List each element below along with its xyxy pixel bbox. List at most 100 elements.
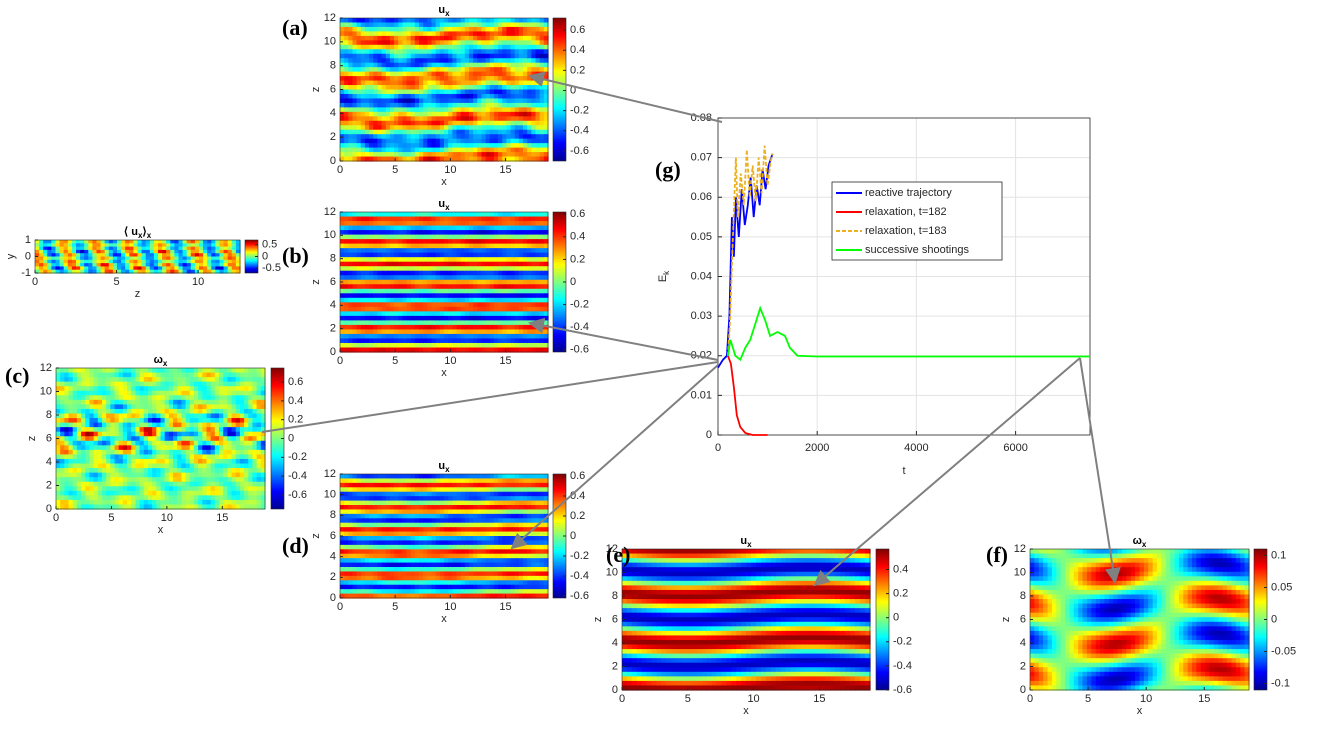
heatmap-cell [85, 382, 90, 387]
heatmap-cell [477, 107, 482, 112]
heatmap-cell [119, 473, 124, 478]
heatmap-cell [456, 244, 461, 249]
heatmap-cell [361, 116, 366, 121]
heatmap-cell [361, 226, 366, 231]
heatmap-cell [64, 404, 69, 409]
heatmap-cell [369, 27, 374, 32]
heatmap-cell [506, 253, 511, 258]
heatmap-cell [481, 112, 486, 117]
heatmap-cell [373, 40, 378, 45]
heatmap-cell [519, 248, 524, 253]
heatmap-cell [423, 103, 428, 108]
heatmap-cell [394, 212, 399, 217]
heatmap-cell [382, 49, 387, 54]
heatmap-cell [411, 298, 416, 303]
heatmap-cell [398, 121, 403, 126]
heatmap-cell [440, 221, 445, 226]
heatmap-cell [473, 275, 478, 280]
heatmap-cell [407, 253, 412, 258]
heatmap-cell [202, 432, 207, 437]
heatmap-cell [173, 454, 178, 459]
heatmap-cell [415, 90, 420, 95]
heatmap-cell [348, 212, 353, 217]
heatmap-cell [432, 212, 437, 217]
heatmap-cell [477, 67, 482, 72]
heatmap-cell [85, 395, 90, 400]
heatmap-cell [440, 230, 445, 235]
heatmap-cell [519, 320, 524, 325]
heatmap-cell [390, 271, 395, 276]
heatmap-cell [106, 445, 111, 450]
heatmap-cell [394, 58, 399, 63]
heatmap-cell [494, 40, 499, 45]
heatmap-cell [340, 334, 345, 339]
heatmap-cell [440, 112, 445, 117]
heatmap-cell [394, 85, 399, 90]
heatmap-cell [536, 293, 541, 298]
heatmap-cell [432, 134, 437, 139]
heatmap-cell [427, 94, 432, 99]
heatmap-cell [402, 36, 407, 41]
heatmap-cell [340, 98, 345, 103]
heatmap-cell [423, 217, 428, 222]
heatmap-cell [198, 491, 203, 496]
heatmap-cell [102, 409, 107, 414]
heatmap-cell [390, 18, 395, 23]
heatmap-cell [415, 320, 420, 325]
heatmap-cell [77, 445, 82, 450]
heatmap-cell [115, 382, 120, 387]
heatmap-cell [394, 253, 399, 258]
heatmap-cell [152, 432, 157, 437]
heatmap-cell [436, 253, 441, 258]
heatmap-cell [156, 377, 161, 382]
heatmap-cell [452, 134, 457, 139]
heatmap-cell [177, 450, 182, 455]
heatmap-cell [369, 235, 374, 240]
heatmap-cell [440, 139, 445, 144]
heatmap-cell [411, 244, 416, 249]
heatmap-cell [131, 436, 136, 441]
heatmap-cell [73, 395, 78, 400]
heatmap-cell [506, 63, 511, 68]
heatmap-cell [56, 486, 61, 491]
heatmap-cell [502, 302, 507, 307]
heatmap-cell [361, 257, 366, 262]
heatmap-cell [215, 368, 220, 373]
heatmap-cell [498, 217, 503, 222]
heatmap-cell [432, 90, 437, 95]
heatmap-cell [477, 58, 482, 63]
heatmap-cell [477, 338, 482, 343]
heatmap-cell [506, 134, 511, 139]
heatmap-cell [407, 271, 412, 276]
heatmap-cell [115, 432, 120, 437]
heatmap-cell [348, 121, 353, 126]
heatmap-cell [106, 386, 111, 391]
heatmap-cell [481, 22, 486, 27]
heatmap-cell [186, 409, 191, 414]
heatmap-cell [85, 454, 90, 459]
heatmap-cell [481, 338, 486, 343]
heatmap-cell [123, 473, 128, 478]
heatmap-cell [423, 338, 428, 343]
heatmap-cell [198, 373, 203, 378]
heatmap-cell [365, 325, 370, 330]
heatmap-cell [94, 404, 99, 409]
heatmap-cell [348, 18, 353, 23]
heatmap-cell [502, 72, 507, 77]
heatmap-cell [373, 298, 378, 303]
heatmap-cell [373, 107, 378, 112]
heatmap-cell [135, 418, 140, 423]
heatmap-cell [452, 334, 457, 339]
heatmap-cell [465, 18, 470, 23]
heatmap-cell [156, 395, 161, 400]
heatmap-cell [415, 298, 420, 303]
heatmap-cell [477, 130, 482, 135]
heatmap-cell [432, 320, 437, 325]
heatmap-cell [519, 334, 524, 339]
heatmap-cell [131, 468, 136, 473]
heatmap-cell [344, 152, 349, 157]
heatmap-cell [98, 377, 103, 382]
heatmap-cell [536, 72, 541, 77]
heatmap-cell [506, 343, 511, 348]
heatmap-cell [177, 459, 182, 464]
